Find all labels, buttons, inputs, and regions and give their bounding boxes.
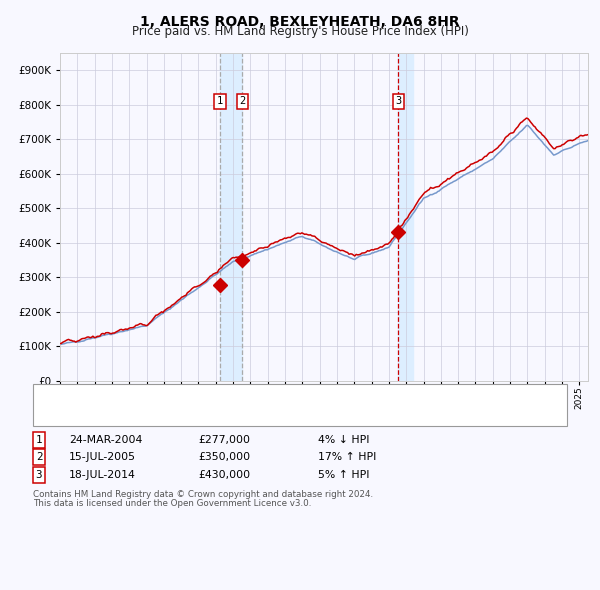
Text: 15-JUL-2005: 15-JUL-2005 xyxy=(69,453,136,462)
Text: 5% ↑ HPI: 5% ↑ HPI xyxy=(318,470,370,480)
Text: 2: 2 xyxy=(239,96,245,106)
Text: Price paid vs. HM Land Registry's House Price Index (HPI): Price paid vs. HM Land Registry's House … xyxy=(131,25,469,38)
Text: 24-MAR-2004: 24-MAR-2004 xyxy=(69,435,142,444)
Text: 1: 1 xyxy=(36,435,42,444)
Text: 1, ALERS ROAD, BEXLEYHEATH, DA6 8HR: 1, ALERS ROAD, BEXLEYHEATH, DA6 8HR xyxy=(140,15,460,29)
Text: 17% ↑ HPI: 17% ↑ HPI xyxy=(318,453,376,462)
Text: Contains HM Land Registry data © Crown copyright and database right 2024.: Contains HM Land Registry data © Crown c… xyxy=(33,490,373,499)
Text: 1, ALERS ROAD, BEXLEYHEATH, DA6 8HR (detached house): 1, ALERS ROAD, BEXLEYHEATH, DA6 8HR (det… xyxy=(87,391,412,400)
Text: 1: 1 xyxy=(217,96,223,106)
Bar xyxy=(220,53,242,381)
Text: 2: 2 xyxy=(36,453,42,462)
Text: £350,000: £350,000 xyxy=(198,453,250,462)
Text: 18-JUL-2014: 18-JUL-2014 xyxy=(69,470,136,480)
Text: £277,000: £277,000 xyxy=(198,435,250,444)
Text: HPI: Average price, detached house, Bexley: HPI: Average price, detached house, Bexl… xyxy=(87,408,326,418)
Text: 3: 3 xyxy=(36,470,42,480)
Text: 4% ↓ HPI: 4% ↓ HPI xyxy=(318,435,370,444)
Text: £430,000: £430,000 xyxy=(198,470,250,480)
Bar xyxy=(398,53,413,381)
Text: 3: 3 xyxy=(395,96,401,106)
Text: This data is licensed under the Open Government Licence v3.0.: This data is licensed under the Open Gov… xyxy=(33,499,311,508)
